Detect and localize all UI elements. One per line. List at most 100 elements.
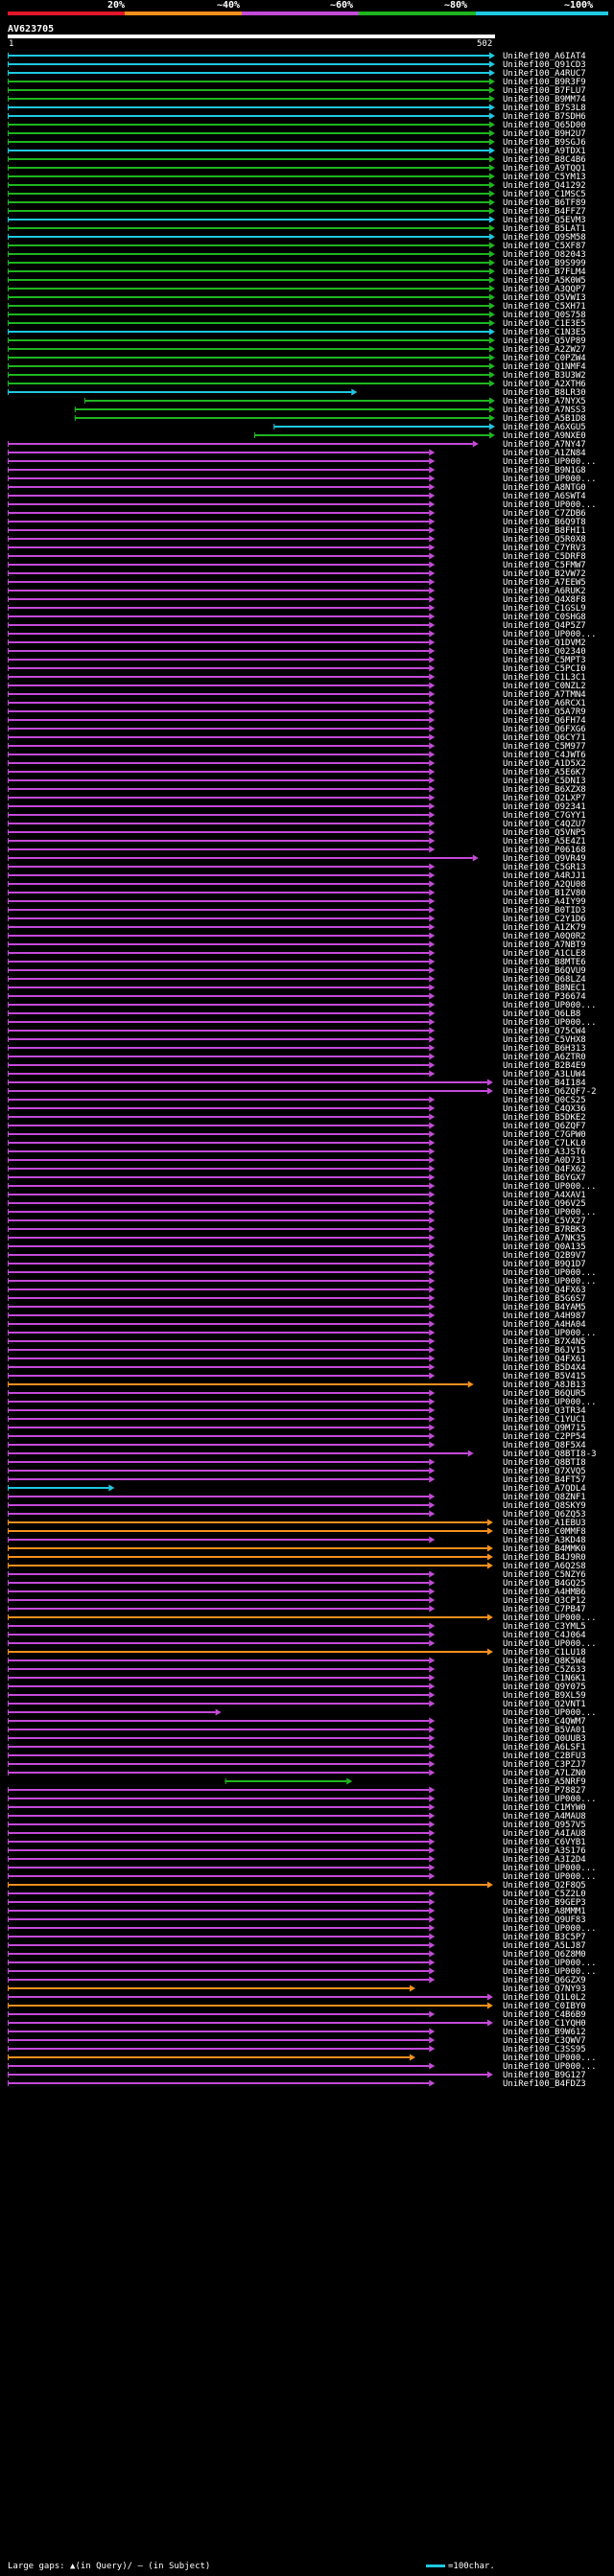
hit-label[interactable]: UniRef100_A4H987 [503, 1311, 586, 1321]
hit-bar[interactable] [8, 1858, 430, 1860]
hit-bar[interactable] [8, 141, 489, 143]
hit-row[interactable] [8, 1803, 436, 1811]
hit-row[interactable] [8, 1208, 436, 1216]
hit-row[interactable] [8, 1286, 436, 1293]
hit-label[interactable]: UniRef100_Q3CP12 [503, 1595, 586, 1606]
hit-row[interactable] [8, 1363, 436, 1371]
hit-label[interactable]: UniRef100_A6SWT4 [503, 491, 586, 501]
hit-label[interactable]: UniRef100_B6YGX7 [503, 1172, 586, 1183]
hit-bar[interactable] [8, 1358, 430, 1359]
hit-bar[interactable] [8, 650, 430, 652]
hit-bar[interactable] [8, 1288, 430, 1290]
hit-bar[interactable] [8, 305, 489, 307]
hit-label[interactable]: UniRef100_A4RJJ1 [503, 870, 586, 881]
hit-row[interactable] [8, 742, 436, 750]
hit-row[interactable] [8, 1268, 436, 1276]
hit-row[interactable] [8, 1070, 436, 1078]
hit-label[interactable]: UniRef100_P36674 [503, 991, 586, 1002]
hit-row[interactable] [8, 475, 436, 482]
hit-label[interactable]: UniRef100_C0SHG8 [503, 612, 586, 622]
hit-bar[interactable] [8, 1340, 430, 1342]
hit-bar[interactable] [8, 1452, 468, 1454]
hit-bar[interactable] [8, 503, 430, 505]
hit-label[interactable]: UniRef100_C5XF87 [503, 241, 586, 251]
hit-bar[interactable] [8, 1599, 430, 1601]
hit-label[interactable]: UniRef100_B9G127 [503, 2070, 586, 2080]
hit-label[interactable]: UniRef100_C3SS95 [503, 2044, 586, 2054]
hit-label[interactable]: UniRef100_C3PZJ7 [503, 1759, 586, 1770]
hit-label[interactable]: UniRef100_A3S176 [503, 1845, 586, 1856]
hit-bar[interactable] [8, 1194, 430, 1195]
hit-row[interactable] [8, 380, 495, 387]
hit-bar[interactable] [8, 943, 430, 945]
hit-bar[interactable] [8, 288, 489, 290]
hit-label[interactable]: UniRef100_C5Z633 [503, 1664, 586, 1675]
hit-bar[interactable] [8, 978, 430, 980]
hit-bar[interactable] [8, 1565, 487, 1566]
hit-label[interactable]: UniRef100_Q02340 [503, 646, 586, 657]
hit-row[interactable] [8, 1613, 493, 1621]
hit-label[interactable]: UniRef100_UP000... [503, 1958, 597, 1968]
hit-label[interactable]: UniRef100_C4QX36 [503, 1103, 586, 1114]
hit-bar[interactable] [8, 1729, 430, 1730]
hit-label[interactable]: UniRef100_B7X4N5 [503, 1336, 586, 1347]
hit-bar[interactable] [8, 952, 430, 954]
hit-row[interactable] [8, 1001, 436, 1009]
hit-label[interactable]: UniRef100_Q2LXP7 [503, 793, 586, 803]
hit-label[interactable]: UniRef100_B6QUR5 [503, 1388, 586, 1399]
hit-bar[interactable] [8, 1392, 430, 1394]
hit-label[interactable]: UniRef100_UP000... [503, 1181, 597, 1192]
hit-row[interactable] [8, 725, 436, 732]
hit-row[interactable] [8, 449, 436, 456]
hit-row[interactable] [8, 1872, 436, 1880]
hit-label[interactable]: UniRef100_UP000... [503, 474, 597, 484]
hit-row[interactable] [8, 578, 436, 586]
hit-label[interactable]: UniRef100_A9TDX1 [503, 146, 586, 156]
hit-row[interactable] [8, 871, 436, 879]
hit-label[interactable]: UniRef100_C5GR13 [503, 862, 586, 872]
hit-label[interactable]: UniRef100_Q957V5 [503, 1820, 586, 1830]
hit-bar[interactable] [8, 883, 430, 885]
hit-row[interactable] [8, 1674, 436, 1682]
hit-label[interactable]: UniRef100_A7NK35 [503, 1233, 586, 1243]
hit-row[interactable] [8, 544, 436, 551]
hit-bar[interactable] [8, 754, 430, 755]
hit-row[interactable] [8, 1087, 493, 1095]
hit-row[interactable] [8, 1251, 436, 1259]
hit-row[interactable] [8, 613, 436, 620]
hit-row[interactable] [8, 1639, 436, 1647]
hit-label[interactable]: UniRef100_Q9VR49 [503, 853, 586, 864]
hit-row[interactable] [8, 483, 436, 491]
hit-row[interactable] [8, 2079, 436, 2087]
hit-bar[interactable] [8, 1297, 430, 1299]
hit-row[interactable] [8, 1156, 436, 1164]
hit-bar[interactable] [8, 1625, 430, 1627]
hit-bar[interactable] [8, 1659, 430, 1661]
hit-bar[interactable] [8, 2039, 430, 2041]
hit-row[interactable] [8, 1519, 493, 1526]
hit-bar[interactable] [8, 1444, 430, 1446]
hit-label[interactable]: UniRef100_B2B4E9 [503, 1060, 586, 1071]
hit-row[interactable] [8, 267, 495, 275]
hit-label[interactable]: UniRef100_B5D4X4 [503, 1362, 586, 1373]
hit-bar[interactable] [8, 1711, 216, 1713]
hit-row[interactable] [8, 561, 436, 569]
hit-row[interactable] [8, 457, 436, 465]
hit-label[interactable]: UniRef100_B9N1G8 [503, 465, 586, 476]
hit-label[interactable]: UniRef100_B9W612 [503, 2027, 586, 2037]
hit-bar[interactable] [8, 63, 489, 65]
hit-label[interactable]: UniRef100_C7YRV3 [503, 543, 586, 553]
hit-label[interactable]: UniRef100_Q5A7R9 [503, 707, 586, 717]
hit-label[interactable]: UniRef100_UP000... [503, 1000, 597, 1010]
hit-label[interactable]: UniRef100_C7GYY1 [503, 810, 586, 821]
hit-bar[interactable] [8, 823, 430, 824]
hit-label[interactable]: UniRef100_B4GQ25 [503, 1578, 586, 1589]
hit-row[interactable] [8, 785, 436, 793]
hit-row[interactable] [8, 1691, 436, 1699]
hit-row[interactable] [8, 2045, 436, 2053]
hit-row[interactable] [8, 1406, 436, 1414]
hit-row[interactable] [8, 552, 436, 560]
hit-bar[interactable] [8, 1021, 430, 1023]
hit-bar[interactable] [8, 193, 489, 195]
hit-label[interactable]: UniRef100_A6XGU5 [503, 422, 586, 432]
